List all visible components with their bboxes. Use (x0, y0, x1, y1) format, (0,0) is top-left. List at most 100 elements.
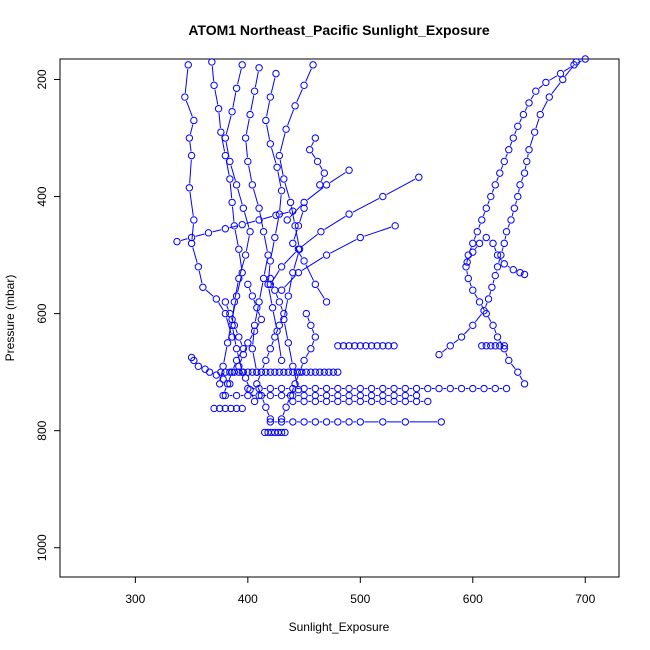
series-segment (364, 226, 392, 237)
series-segment (473, 235, 477, 240)
data-point (536, 110, 544, 119)
data-point (255, 384, 263, 393)
series-segment (254, 305, 259, 322)
data-point (345, 418, 353, 426)
data-point (300, 204, 308, 212)
series-segment (487, 200, 490, 205)
data-point (401, 397, 409, 406)
data-point (311, 134, 320, 142)
data-point (542, 78, 550, 87)
data-point (412, 384, 421, 393)
data-point (480, 384, 488, 393)
data-point (345, 342, 353, 350)
data-point (356, 233, 365, 242)
data-point (275, 321, 284, 330)
data-point (311, 368, 320, 376)
data-point (226, 175, 234, 183)
data-point (482, 342, 490, 350)
series-segment (257, 387, 261, 392)
data-point (525, 146, 533, 154)
series-segment (184, 68, 189, 93)
x-tick-label: 600 (463, 592, 483, 606)
data-point (221, 225, 230, 233)
data-point (280, 368, 288, 376)
data-point (214, 105, 223, 113)
data-point (284, 339, 293, 347)
data-point (401, 384, 409, 393)
data-point (221, 404, 230, 413)
data-point (291, 380, 299, 388)
series-segment (541, 100, 548, 112)
series-segment (212, 229, 222, 233)
data-point (246, 386, 254, 394)
data-point (510, 204, 519, 212)
series-20 (478, 342, 508, 350)
data-point (482, 204, 490, 212)
data-point (478, 216, 486, 224)
series-segment (518, 188, 520, 193)
data-point (464, 274, 472, 283)
series-0 (181, 61, 236, 341)
data-point (293, 368, 302, 376)
series-segment (317, 287, 325, 299)
data-point (185, 184, 194, 192)
data-point (446, 342, 454, 350)
series-segment (275, 218, 280, 234)
series-segment (248, 288, 252, 293)
data-point (246, 227, 254, 236)
series-27 (219, 298, 248, 400)
data-point (212, 371, 221, 379)
data-point (277, 356, 286, 365)
data-point (221, 298, 230, 306)
series-segment (195, 233, 205, 237)
series-segment (496, 176, 499, 182)
data-point (253, 368, 261, 376)
data-point (187, 233, 196, 242)
data-point (289, 418, 297, 426)
series-segment (218, 112, 221, 129)
data-point (253, 380, 261, 388)
data-point (367, 342, 376, 350)
data-point (300, 391, 308, 400)
data-point (190, 356, 198, 365)
series-segment (192, 247, 198, 263)
data-point (356, 391, 365, 400)
data-point (493, 251, 502, 259)
data-point (379, 342, 387, 350)
data-point (300, 397, 308, 406)
data-point (514, 122, 522, 131)
data-point (190, 216, 198, 224)
series-segment (259, 212, 264, 228)
series-segment (307, 317, 310, 322)
data-point (435, 350, 443, 359)
data-point (496, 342, 504, 350)
data-point (266, 280, 275, 289)
data-point (262, 368, 270, 376)
data-point (320, 169, 329, 177)
series-segment (279, 194, 282, 210)
series-segment (249, 334, 253, 340)
data-point (280, 315, 288, 324)
series-24 (187, 353, 234, 388)
data-point (219, 375, 227, 383)
series-segment (296, 88, 303, 103)
series-segment (514, 130, 517, 135)
data-point (266, 93, 275, 101)
series-segment (291, 387, 295, 392)
data-point (212, 295, 221, 303)
data-point (235, 274, 243, 283)
data-point (390, 342, 398, 350)
series-segment (251, 393, 254, 398)
series-segment (244, 212, 250, 228)
data-point (489, 239, 497, 248)
series-segment (226, 305, 229, 310)
data-point (232, 356, 241, 365)
data-point (199, 283, 207, 291)
series-segment (225, 142, 230, 158)
data-point (345, 166, 353, 174)
series-segment (240, 369, 244, 375)
data-point (271, 333, 279, 341)
series-segment (466, 270, 468, 275)
series-segment (524, 165, 527, 170)
